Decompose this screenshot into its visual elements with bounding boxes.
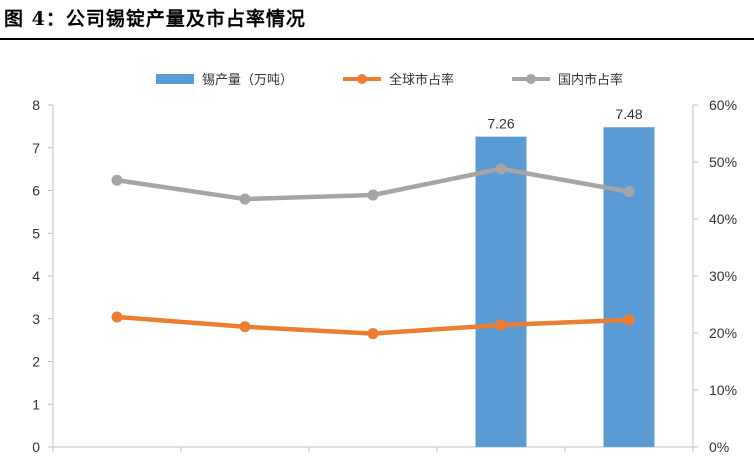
bar xyxy=(603,127,655,447)
series-point xyxy=(623,186,635,198)
y-right-tick-label: 50% xyxy=(709,154,737,170)
y-right-tick-label: 60% xyxy=(709,97,737,113)
series-point xyxy=(111,174,123,186)
y-left-tick-label: 8 xyxy=(32,97,40,113)
series-point xyxy=(367,328,379,340)
series-point xyxy=(495,163,507,175)
legend-label: 锡产量（万吨） xyxy=(202,73,293,88)
y-left-tick-label: 7 xyxy=(32,140,40,156)
bar-data-label: 7.48 xyxy=(615,106,642,122)
y-left-tick-label: 6 xyxy=(32,183,40,199)
y-right-tick-label: 30% xyxy=(709,268,737,284)
bar-data-label: 7.26 xyxy=(487,116,514,132)
y-right-tick-label: 20% xyxy=(709,325,737,341)
series-point xyxy=(239,321,251,333)
title-rule xyxy=(0,38,754,40)
y-left-tick-label: 0 xyxy=(32,439,40,455)
series-point xyxy=(111,311,123,323)
y-left-tick-label: 3 xyxy=(32,311,40,327)
figure-title: 图 4：公司锡锭产量及市占率情况 xyxy=(4,8,306,30)
legend-label: 全球市占率 xyxy=(389,72,454,88)
series-point xyxy=(495,319,507,331)
y-left-tick-label: 4 xyxy=(32,268,40,284)
y-right-tick-label: 10% xyxy=(709,382,737,398)
legend-label: 国内市占率 xyxy=(558,72,623,88)
series-point xyxy=(367,189,379,201)
legend-marker xyxy=(526,74,536,84)
legend-swatch xyxy=(156,74,194,84)
series-point xyxy=(623,314,635,326)
y-right-tick-label: 0% xyxy=(709,439,729,455)
y-left-tick-label: 1 xyxy=(32,396,40,412)
y-right-tick-label: 40% xyxy=(709,211,737,227)
legend-marker xyxy=(357,74,367,84)
bar xyxy=(475,136,527,447)
y-left-tick-label: 5 xyxy=(32,225,40,241)
series-point xyxy=(239,193,251,205)
y-left-tick-label: 2 xyxy=(32,354,40,370)
